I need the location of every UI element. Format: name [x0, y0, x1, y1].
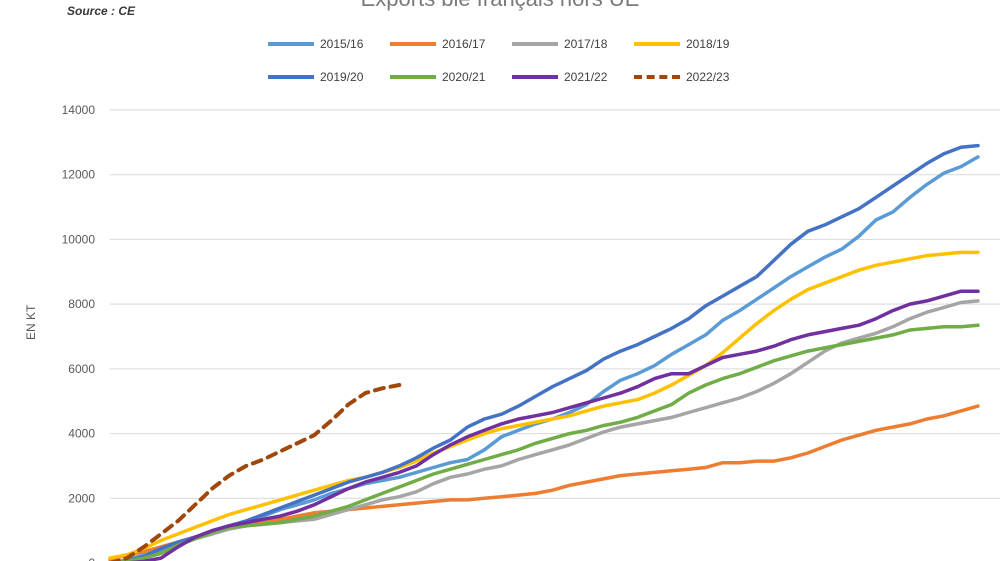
- legend-item-2020-21: 2020/21: [390, 70, 512, 84]
- legend-item-2018-19: 2018/19: [634, 37, 756, 51]
- legend-swatch: [634, 75, 680, 79]
- legend-item-2017-18: 2017/18: [512, 37, 634, 51]
- legend-label: 2018/19: [686, 37, 730, 51]
- series-line-2018-19: [108, 250, 980, 560]
- legend-swatch: [390, 42, 436, 46]
- y-tick-label: 14000: [62, 103, 96, 117]
- legend-item-2015-16: 2015/16: [268, 37, 390, 51]
- legend-label: 2021/22: [564, 70, 608, 84]
- series-line-2016-17: [108, 404, 980, 561]
- series-line-2022-23: [109, 383, 402, 561]
- legend-swatch: [268, 42, 314, 46]
- legend-label: 2016/17: [442, 37, 486, 51]
- source-note: Source : CE: [67, 4, 136, 18]
- legend-swatch: [512, 42, 558, 46]
- legend-swatch: [390, 75, 436, 79]
- legend-swatch: [268, 75, 314, 79]
- y-tick-label: 0: [88, 556, 95, 561]
- legend-label: 2022/23: [686, 70, 730, 84]
- series-line-2015-16: [111, 155, 980, 561]
- legend-item-2022-23: 2022/23: [634, 70, 756, 84]
- y-tick-label: 2000: [68, 491, 95, 505]
- legend-label: 2020/21: [442, 70, 486, 84]
- y-tick-label: 8000: [68, 297, 95, 311]
- series-line-2021-22: [129, 289, 980, 561]
- legend-item-2021-22: 2021/22: [512, 70, 634, 84]
- series-line-2019-20: [112, 143, 980, 561]
- legend-swatch: [634, 42, 680, 46]
- legend-row-2: 2019/20 2020/21 2021/22 2022/23: [268, 70, 756, 84]
- chart-title: Exports blé français hors UE: [0, 0, 1000, 12]
- legend-swatch: [512, 75, 558, 79]
- legend-label: 2019/20: [320, 70, 364, 84]
- y-tick-label: 10000: [62, 232, 96, 246]
- y-tick-label: 4000: [68, 427, 95, 441]
- series-line-2020-21: [112, 323, 980, 561]
- legend-row-1: 2015/16 2016/17 2017/18 2018/19: [268, 37, 756, 51]
- legend-item-2016-17: 2016/17: [390, 37, 512, 51]
- legend-label: 2015/16: [320, 37, 364, 51]
- legend-label: 2017/18: [564, 37, 608, 51]
- y-tick-label: 12000: [62, 168, 96, 182]
- y-tick-label: 6000: [68, 362, 95, 376]
- legend-item-2019-20: 2019/20: [268, 70, 390, 84]
